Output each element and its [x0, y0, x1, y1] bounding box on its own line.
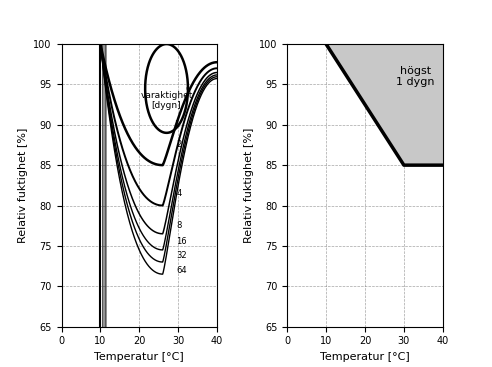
Text: 16: 16 — [176, 237, 187, 246]
Y-axis label: Relativ fuktighet [%]: Relativ fuktighet [%] — [244, 128, 253, 243]
Polygon shape — [326, 44, 443, 165]
Text: 8: 8 — [176, 221, 182, 230]
Text: 32: 32 — [176, 251, 187, 260]
X-axis label: Temperatur [°C]: Temperatur [°C] — [94, 352, 184, 362]
X-axis label: Temperatur [°C]: Temperatur [°C] — [320, 352, 410, 362]
Text: 4: 4 — [176, 189, 182, 198]
Text: högst
1 dygn: högst 1 dygn — [397, 66, 435, 87]
Y-axis label: Relativ fuktighet [%]: Relativ fuktighet [%] — [18, 128, 28, 243]
Text: 2: 2 — [176, 141, 182, 149]
Text: 1: 1 — [174, 120, 180, 129]
Text: varaktighet
[dygn]: varaktighet [dygn] — [140, 91, 193, 110]
Text: 64: 64 — [176, 266, 187, 275]
